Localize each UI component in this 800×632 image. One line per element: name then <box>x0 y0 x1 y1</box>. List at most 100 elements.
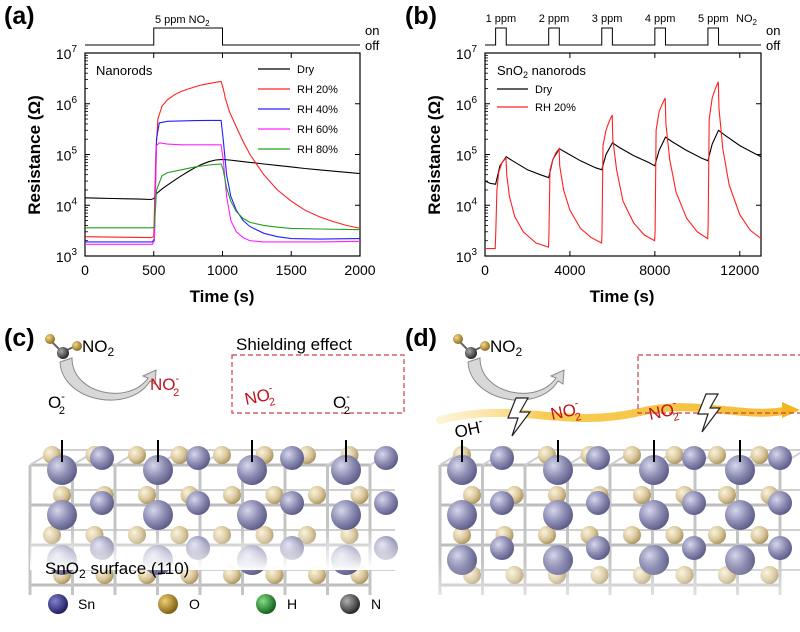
scheme-d: NO2 OH- NO-2 NO-2 <box>430 334 800 632</box>
sn-atom <box>237 455 267 485</box>
sn-atom <box>490 536 514 560</box>
shielding-box-d <box>637 354 800 414</box>
legend-n-swatch <box>340 594 360 614</box>
legend-label: RH 80% <box>297 144 338 156</box>
inner-title-a: Nanorods <box>96 63 153 78</box>
o-atom <box>623 526 641 544</box>
o-atom <box>53 486 71 504</box>
legend-sn-swatch <box>48 594 68 614</box>
pulse-off-label-a: off <box>365 38 380 53</box>
sn-atom <box>280 446 304 470</box>
series-line-rh-20- <box>485 81 762 250</box>
axis-ticks-a: 0 500 1000 1500 2000 103 104 105 106 107 <box>56 44 376 278</box>
sn-atom <box>90 491 114 515</box>
pulse-labels-b: 1 ppm 2 ppm 3 ppm 4 ppm 5 ppm NO2 <box>486 13 758 27</box>
x-tick-label: 12000 <box>720 262 759 278</box>
axis-ticks-b: 0 4000 8000 12000 103 104 105 106 107 <box>456 44 761 278</box>
y-tick-label: 106 <box>56 95 78 113</box>
o-atom <box>750 526 769 544</box>
y-tick-label: 103 <box>456 247 478 265</box>
o-atom <box>665 526 684 544</box>
o-atom <box>128 446 146 464</box>
series-line-dry <box>484 129 762 185</box>
y-tick-label: 107 <box>456 44 478 62</box>
panel-label-b: (b) <box>405 2 437 30</box>
legend-label: Dry <box>535 84 553 96</box>
y-tick-label: 103 <box>56 247 78 265</box>
lattice-fade-d <box>430 560 800 632</box>
series-line-rh-80- <box>85 163 361 231</box>
gas-pulse-b <box>485 27 761 46</box>
x-tick-label: 1500 <box>276 262 307 278</box>
adsorption-arrow-d <box>467 357 565 401</box>
o-atom <box>223 566 241 584</box>
legend-h-swatch <box>256 594 276 614</box>
o-atom <box>213 446 231 464</box>
y-axis-title-b: Resistance (Ω) <box>425 95 444 214</box>
gas-pulse-line <box>85 27 360 46</box>
legend-a: Dry RH 20% RH 40% RH 60% RH 80% <box>258 64 338 156</box>
ion-no2-second-c: NO-2 <box>242 382 276 414</box>
legend-o-swatch <box>158 594 178 614</box>
ion-o2-left-c: O-2 <box>48 391 65 417</box>
legend-h-label: H <box>287 596 297 612</box>
shielding-box-c <box>231 354 405 414</box>
lightning-icon-right <box>697 393 722 433</box>
chart-b: 1 ppm 2 ppm 3 ppm 4 ppm 5 ppm NO2 on off 0 400… <box>425 13 781 306</box>
sn-atom <box>143 455 173 485</box>
legend-b: Dry RH 20% <box>497 84 576 114</box>
o-atom <box>538 526 556 544</box>
sn-atom <box>374 491 398 515</box>
sn-atom <box>768 536 792 560</box>
sn-atom <box>639 500 669 530</box>
panel-label-a: (a) <box>4 2 35 30</box>
sn-atom <box>374 446 398 470</box>
y-tick-label: 105 <box>456 146 478 164</box>
series-group-a <box>84 80 361 245</box>
o-atom <box>463 486 481 504</box>
sn-atom <box>490 491 514 515</box>
x-tick-label: 0 <box>481 262 489 278</box>
sn-atom <box>331 455 361 485</box>
y-tick-label: 104 <box>56 196 78 214</box>
sn-atom <box>725 500 755 530</box>
x-axis-title-a: Time (s) <box>190 287 255 306</box>
y-axis-title-a: Resistance (Ω) <box>25 95 44 214</box>
o-atom <box>223 486 241 504</box>
o-atom <box>265 566 284 584</box>
gas-pulse-a <box>85 27 360 46</box>
pulse-gas-label: NO2 <box>736 13 758 27</box>
no2-label-c: NO2 <box>82 337 115 359</box>
pulse-off-label-b: off <box>766 38 781 53</box>
electron-flow-arrowhead <box>782 402 800 418</box>
pulse-label: 1 ppm <box>486 13 517 25</box>
o-atom <box>708 526 726 544</box>
sn-atom <box>639 455 669 485</box>
y-tick-label: 106 <box>456 95 478 113</box>
o-atom <box>95 566 114 584</box>
o-atom <box>623 446 641 464</box>
o-atom <box>548 486 566 504</box>
sn-atom <box>331 500 361 530</box>
legend-label: RH 20% <box>297 84 338 96</box>
no2-molecule-d <box>453 334 490 359</box>
legend-label: RH 40% <box>297 104 338 116</box>
x-axis-title-b: Time (s) <box>590 287 655 306</box>
o-atom <box>265 486 284 504</box>
series-line-rh-40- <box>85 119 361 243</box>
sn-atom <box>186 491 210 515</box>
pulse-label: 2 ppm <box>539 13 570 25</box>
ion-oh-d: OH- <box>452 415 485 442</box>
inner-title-b: SnO2 nanorods <box>497 63 586 80</box>
pulse-label: 5 ppm <box>698 13 729 25</box>
plot-frame-b <box>484 52 762 257</box>
shielding-label-c: Shielding effect <box>236 335 352 354</box>
lightning-icon-left <box>507 397 532 437</box>
o-atom <box>633 486 651 504</box>
o-atom <box>308 566 326 584</box>
legend-n-label: N <box>371 596 381 612</box>
sn-atom <box>682 491 706 515</box>
pulse-on-label-a: on <box>365 23 379 38</box>
adsorption-arrow-c <box>59 357 157 401</box>
